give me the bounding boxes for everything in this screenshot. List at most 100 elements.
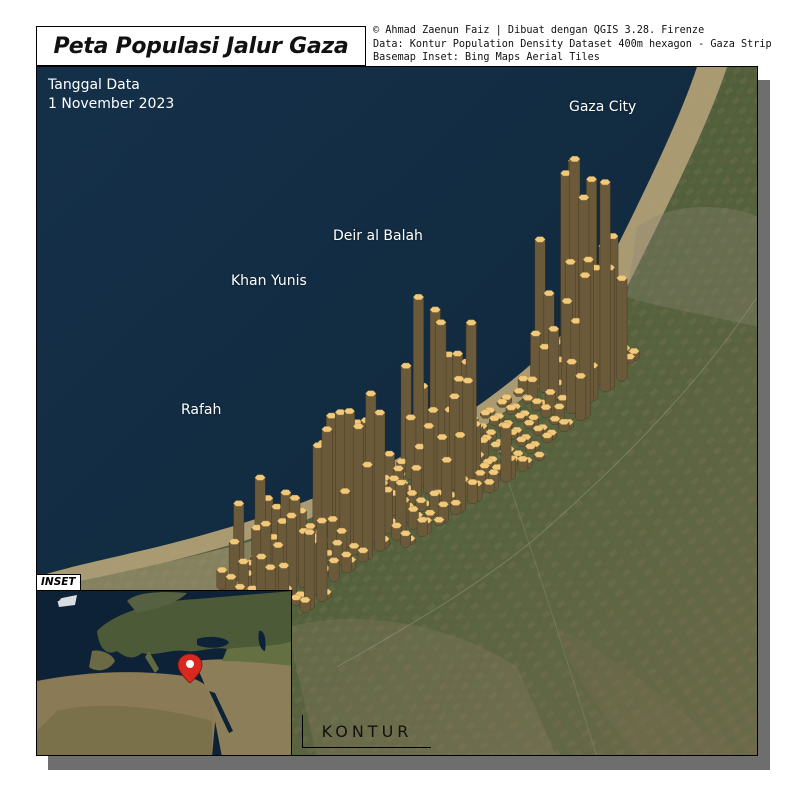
hexagon-prism-top	[488, 469, 500, 476]
hexagon-prism-top	[513, 387, 525, 394]
hexagon-prism-side	[362, 464, 373, 560]
hexagon-prism-top	[237, 558, 249, 565]
hexagon-prism-top	[234, 583, 246, 590]
hexagon-prism-top	[488, 415, 500, 422]
hexagon-prism-top	[517, 375, 529, 382]
hexagon-prism-top	[560, 170, 572, 177]
hexagon-prism-top	[566, 358, 578, 365]
hexagon-prism-top	[479, 462, 491, 469]
hexagon-prism-top	[490, 441, 502, 448]
hexagon-prism-top	[578, 194, 590, 201]
hexagon-prism-top	[429, 306, 441, 313]
hexagon-prism-top	[532, 425, 544, 432]
hexagon-prism-side	[316, 520, 328, 602]
hexagon-prism-top	[441, 456, 453, 463]
hexagon-prism-top	[544, 389, 556, 395]
hexagon-prism-top	[582, 256, 594, 263]
hexagon-prism-top	[361, 461, 373, 468]
place-label-gaza-city: Gaza City	[569, 99, 637, 115]
hexagon-prism-top	[331, 539, 343, 546]
hexagon-prism-top	[586, 176, 597, 183]
hexagon-prism-top	[531, 398, 543, 405]
hexagon-prism-top	[228, 538, 240, 545]
hexagon-prism-side	[467, 481, 478, 504]
hexagon-prism-side	[599, 181, 611, 393]
hexagon-prism-top	[321, 426, 333, 433]
inset-tag: INSET	[36, 574, 81, 590]
logo-text: KONTUR	[321, 721, 413, 741]
hexagon-prism-top	[505, 404, 517, 411]
date-label: Tanggal Data	[48, 77, 140, 93]
hexagon-prism-side	[575, 375, 587, 421]
hexagon-prism-top	[437, 501, 449, 508]
hexagon-prism-top	[312, 442, 324, 449]
main-map[interactable]	[36, 66, 758, 756]
hexagon-prism-top	[628, 348, 640, 354]
hexagon-prism-top	[251, 524, 263, 531]
hexagon-prism-top	[416, 516, 428, 523]
hexagon-prism-top	[400, 530, 412, 537]
hexagon-prism-top	[449, 393, 460, 400]
hexagon-prism-top	[453, 375, 465, 382]
hexagon-prism-top	[452, 350, 464, 357]
hexagon-prism-top	[428, 490, 440, 497]
hexagon-prism-top	[334, 409, 346, 416]
hexagon-prism-top	[325, 412, 337, 419]
population-hexagon-bars	[216, 156, 640, 625]
hexagon-prism-top	[491, 464, 503, 471]
hexagon-prism-top	[433, 516, 445, 523]
kontur-logo: KONTUR	[302, 715, 431, 748]
inset-canvas	[37, 591, 291, 755]
hexagon-prism-side	[616, 277, 628, 382]
hexagon-prism-top	[474, 469, 486, 476]
hexagon-prism-top	[414, 443, 426, 450]
hexagon-prism-top	[271, 503, 283, 510]
hexagon-prism-top	[479, 409, 491, 416]
hexagon-prism-top	[336, 527, 348, 534]
hexagon-prism-top	[383, 450, 395, 457]
hexagon-prism-top	[526, 376, 538, 383]
hexagon-prism-top	[548, 325, 560, 332]
hexagon-prism-top	[467, 479, 478, 486]
hexagon-prism-top	[616, 275, 628, 282]
place-label-khan-yunis: Khan Yunis	[231, 273, 307, 289]
hexagon-prism-top	[365, 390, 377, 397]
hexagon-prism-top	[539, 343, 551, 350]
map-title: Peta Populasi Jalur Gaza	[53, 33, 349, 59]
hexagon-prism-top	[485, 429, 497, 436]
hexagon-prism-top	[396, 458, 408, 465]
hexagon-prism-top	[524, 443, 536, 450]
hexagon-prism-top	[280, 489, 292, 496]
hexagon-prism-top	[327, 515, 339, 522]
hexagon-prism-top	[427, 407, 439, 413]
hexagon-prism-top	[549, 415, 561, 422]
map-pin-icon	[177, 653, 203, 684]
hexagon-prism-top	[374, 409, 386, 416]
credits-line-basemap: Basemap Inset: Bing Maps Aerial Tiles	[373, 52, 600, 63]
hexagon-prism-side	[328, 560, 340, 582]
credits-line-data: Data: Kontur Population Density Dataset …	[373, 38, 772, 50]
hexagon-prism-top	[515, 436, 527, 443]
hexagon-prism-top	[352, 423, 364, 430]
place-label-deir-al-balah: Deir al Balah	[333, 228, 423, 244]
hexagon-prism-top	[264, 564, 276, 571]
hexagon-prism-top	[579, 272, 591, 279]
hexagon-prism-top	[541, 432, 553, 439]
hexagon-prism-top	[540, 404, 552, 411]
hexagon-prism-top	[423, 422, 435, 429]
hexagon-prism-top	[406, 490, 418, 496]
hexagon-prism-top	[343, 408, 355, 415]
hexagon-prism-top	[424, 509, 436, 516]
hexagon-prism-top	[543, 290, 555, 297]
hexagon-prism-top	[405, 414, 417, 421]
hexagon-prism-top	[388, 475, 400, 482]
hexagon-prism-top	[316, 517, 328, 524]
hexagon-prism-side	[441, 459, 453, 508]
inset-map[interactable]	[36, 590, 292, 756]
hexagon-prism-top	[392, 465, 404, 472]
hexagon-prism-top	[533, 451, 545, 458]
hexagon-prism-top	[410, 464, 422, 471]
hexagon-prism-top	[435, 319, 447, 326]
hexagon-prism-top	[561, 298, 573, 304]
hexagon-prism-top	[216, 567, 228, 573]
